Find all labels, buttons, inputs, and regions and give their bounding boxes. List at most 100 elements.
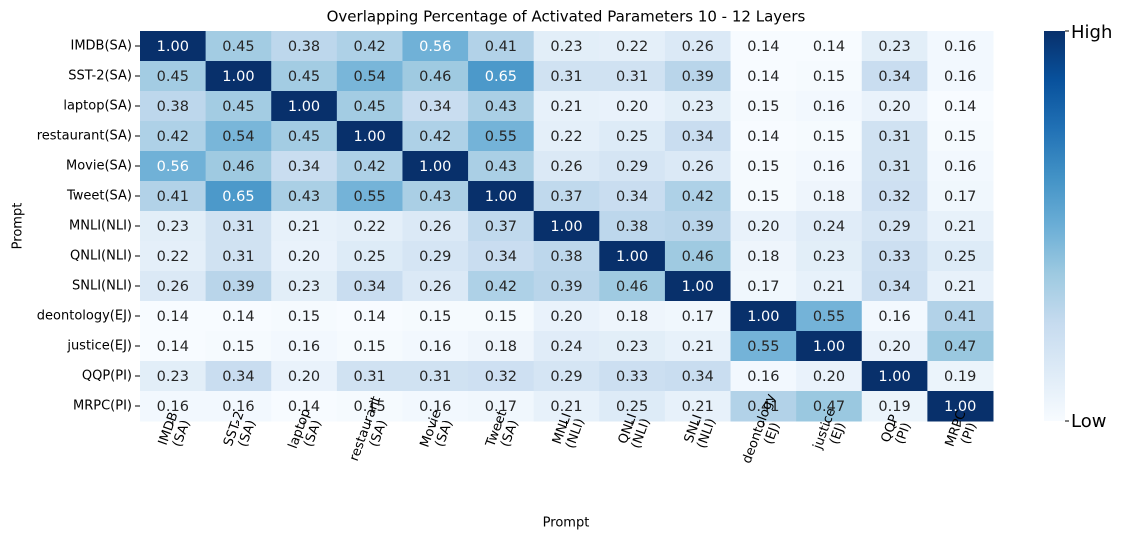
- heatmap-cell: [927, 31, 994, 62]
- colorbar: [1044, 31, 1065, 421]
- cell-value-label: 0.34: [682, 129, 714, 145]
- cell-value-label: 0.25: [944, 249, 976, 265]
- heatmap-cell: [533, 241, 600, 272]
- heatmap-cell: [271, 181, 338, 212]
- cell-value-label: 0.46: [616, 279, 648, 295]
- heatmap-cell: [140, 331, 207, 362]
- heatmap-cell: [402, 181, 469, 212]
- heatmap-cell: [730, 61, 797, 92]
- heatmap-cell: [533, 271, 600, 302]
- heatmap-cell: [927, 271, 994, 302]
- cell-value-label: 0.34: [878, 69, 910, 85]
- heatmap-cell: [599, 181, 666, 212]
- cell-value-label: 0.31: [354, 369, 386, 385]
- heatmap-cell: [730, 241, 797, 272]
- heatmap-cell: [205, 61, 272, 92]
- heatmap-cell: [205, 271, 272, 302]
- cell-value-label: 1.00: [354, 129, 386, 145]
- cell-value-label: 0.20: [288, 369, 320, 385]
- cell-value-label: 0.32: [485, 369, 517, 385]
- cell-value-label: 1.00: [485, 189, 517, 205]
- heatmap-cell: [271, 361, 338, 392]
- heatmap-cell: [664, 61, 732, 92]
- cell-value-label: 0.20: [813, 369, 845, 385]
- cell-value-label: 0.31: [222, 219, 254, 235]
- heatmap-cell: [599, 121, 666, 152]
- heatmap-cell: [664, 271, 732, 302]
- heatmap-cell: [664, 181, 732, 212]
- cell-value-label: 0.46: [682, 249, 714, 265]
- cell-value-label: 0.45: [222, 99, 254, 115]
- cell-value-label: 0.15: [354, 399, 386, 415]
- cell-value-label: 0.20: [288, 249, 320, 265]
- cell-value-label: 0.14: [288, 399, 320, 415]
- cell-value-label: 0.43: [419, 189, 451, 205]
- heatmap-cell: [664, 301, 732, 332]
- cell-value-label: 0.47: [944, 339, 976, 355]
- cell-value-label: 0.16: [813, 159, 845, 175]
- cell-value-label: 0.14: [157, 339, 189, 355]
- y-tick-label: deontology(EJ): [37, 309, 132, 324]
- heatmap-cell: [796, 391, 863, 422]
- cell-value-label: 0.47: [813, 399, 845, 415]
- heatmap-cell: [796, 241, 863, 272]
- cell-value-label: 0.16: [157, 399, 189, 415]
- cell-value-label: 0.20: [747, 219, 779, 235]
- heatmap-cell: [533, 31, 600, 62]
- cell-value-label: 0.15: [944, 129, 976, 145]
- heatmap-cell: [271, 331, 338, 362]
- cell-value-label: 0.15: [288, 309, 320, 325]
- heatmap-cell: [140, 61, 207, 92]
- cell-value-label: 0.14: [747, 69, 779, 85]
- heatmap-cell: [402, 31, 469, 62]
- heatmap-cell: [468, 301, 535, 332]
- heatmap-cell: [468, 151, 535, 182]
- cell-value-label: 0.46: [419, 69, 451, 85]
- cell-value-label: 0.14: [747, 39, 779, 55]
- cell-value-label: 0.26: [682, 39, 714, 55]
- heatmap-cell: [336, 301, 403, 332]
- heatmap-cell: [468, 331, 535, 362]
- cell-value-label: 0.19: [878, 399, 910, 415]
- cell-value-label: 0.21: [944, 219, 976, 235]
- cell-value-label: 0.14: [222, 309, 254, 325]
- heatmap-cell: [140, 301, 207, 332]
- cell-value-label: 0.16: [813, 99, 845, 115]
- heatmap-cell: [140, 151, 207, 182]
- cell-value-label: 0.19: [944, 369, 976, 385]
- heatmap-cell: [271, 91, 338, 122]
- cell-value-label: 0.26: [157, 279, 189, 295]
- heatmap-cell: [533, 181, 600, 212]
- heatmap-cell: [468, 211, 535, 242]
- heatmap-cell: [533, 211, 600, 242]
- heatmap-cell: [205, 361, 272, 392]
- cell-value-label: 1.00: [419, 159, 451, 175]
- heatmap-cell: [402, 91, 469, 122]
- heatmap-cell: [533, 151, 600, 182]
- cell-value-label: 0.37: [550, 189, 582, 205]
- heatmap-cell: [796, 301, 863, 332]
- heatmap-cell: [730, 391, 797, 422]
- cell-value-label: 0.39: [682, 219, 714, 235]
- cell-value-label: 1.00: [616, 249, 648, 265]
- heatmap-cell: [599, 331, 666, 362]
- heatmap-cell: [861, 211, 928, 242]
- cell-value-label: 0.23: [616, 339, 648, 355]
- heatmap-cell: [927, 121, 994, 152]
- heatmap-cell: [861, 181, 928, 212]
- y-tick-label: QNLI(NLI): [70, 249, 132, 264]
- cell-value-label: 0.55: [813, 309, 845, 325]
- y-tick-label: IMDB(SA): [70, 39, 132, 54]
- heatmap-cell: [468, 121, 535, 152]
- cell-value-label: 0.42: [354, 159, 386, 175]
- cell-value-label: 1.00: [813, 339, 845, 355]
- cell-value-label: 0.20: [878, 339, 910, 355]
- heatmap-cell: [664, 211, 732, 242]
- heatmap-cell: [205, 301, 272, 332]
- cell-value-label: 0.31: [878, 159, 910, 175]
- heatmap-cell: [599, 91, 666, 122]
- heatmap-cell: [533, 61, 600, 92]
- cell-value-label: 0.29: [550, 369, 582, 385]
- cell-value-label: 0.16: [944, 39, 976, 55]
- cell-value-label: 0.21: [944, 279, 976, 295]
